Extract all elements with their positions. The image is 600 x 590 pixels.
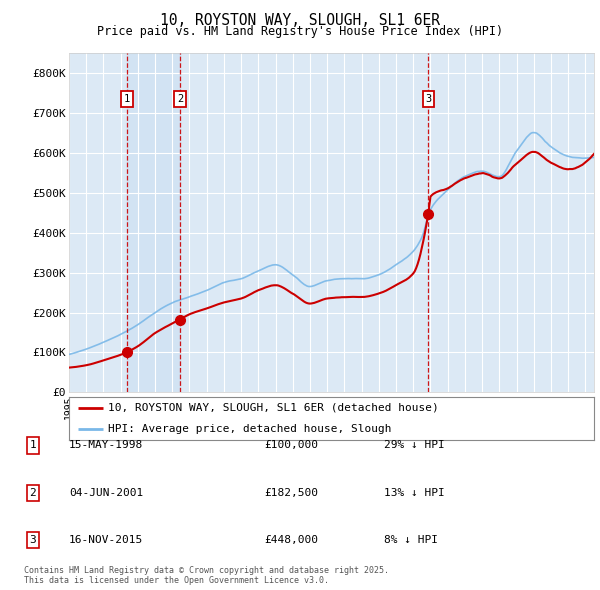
Text: 2: 2 <box>177 94 184 104</box>
Text: £182,500: £182,500 <box>264 488 318 497</box>
Text: 10, ROYSTON WAY, SLOUGH, SL1 6ER (detached house): 10, ROYSTON WAY, SLOUGH, SL1 6ER (detach… <box>109 403 439 412</box>
Text: 15-MAY-1998: 15-MAY-1998 <box>69 441 143 450</box>
Bar <box>127 53 180 392</box>
Text: 2: 2 <box>29 488 37 497</box>
Text: 13% ↓ HPI: 13% ↓ HPI <box>384 488 445 497</box>
Text: Contains HM Land Registry data © Crown copyright and database right 2025.
This d: Contains HM Land Registry data © Crown c… <box>24 566 389 585</box>
Text: £448,000: £448,000 <box>264 535 318 545</box>
Text: 8% ↓ HPI: 8% ↓ HPI <box>384 535 438 545</box>
Text: HPI: Average price, detached house, Slough: HPI: Average price, detached house, Slou… <box>109 424 392 434</box>
Text: 29% ↓ HPI: 29% ↓ HPI <box>384 441 445 450</box>
Text: 16-NOV-2015: 16-NOV-2015 <box>69 535 143 545</box>
Text: 3: 3 <box>29 535 37 545</box>
Text: Price paid vs. HM Land Registry's House Price Index (HPI): Price paid vs. HM Land Registry's House … <box>97 25 503 38</box>
Text: 1: 1 <box>29 441 37 450</box>
Text: 3: 3 <box>425 94 431 104</box>
Text: 04-JUN-2001: 04-JUN-2001 <box>69 488 143 497</box>
Text: £100,000: £100,000 <box>264 441 318 450</box>
Text: 10, ROYSTON WAY, SLOUGH, SL1 6ER: 10, ROYSTON WAY, SLOUGH, SL1 6ER <box>160 13 440 28</box>
Text: 1: 1 <box>124 94 130 104</box>
